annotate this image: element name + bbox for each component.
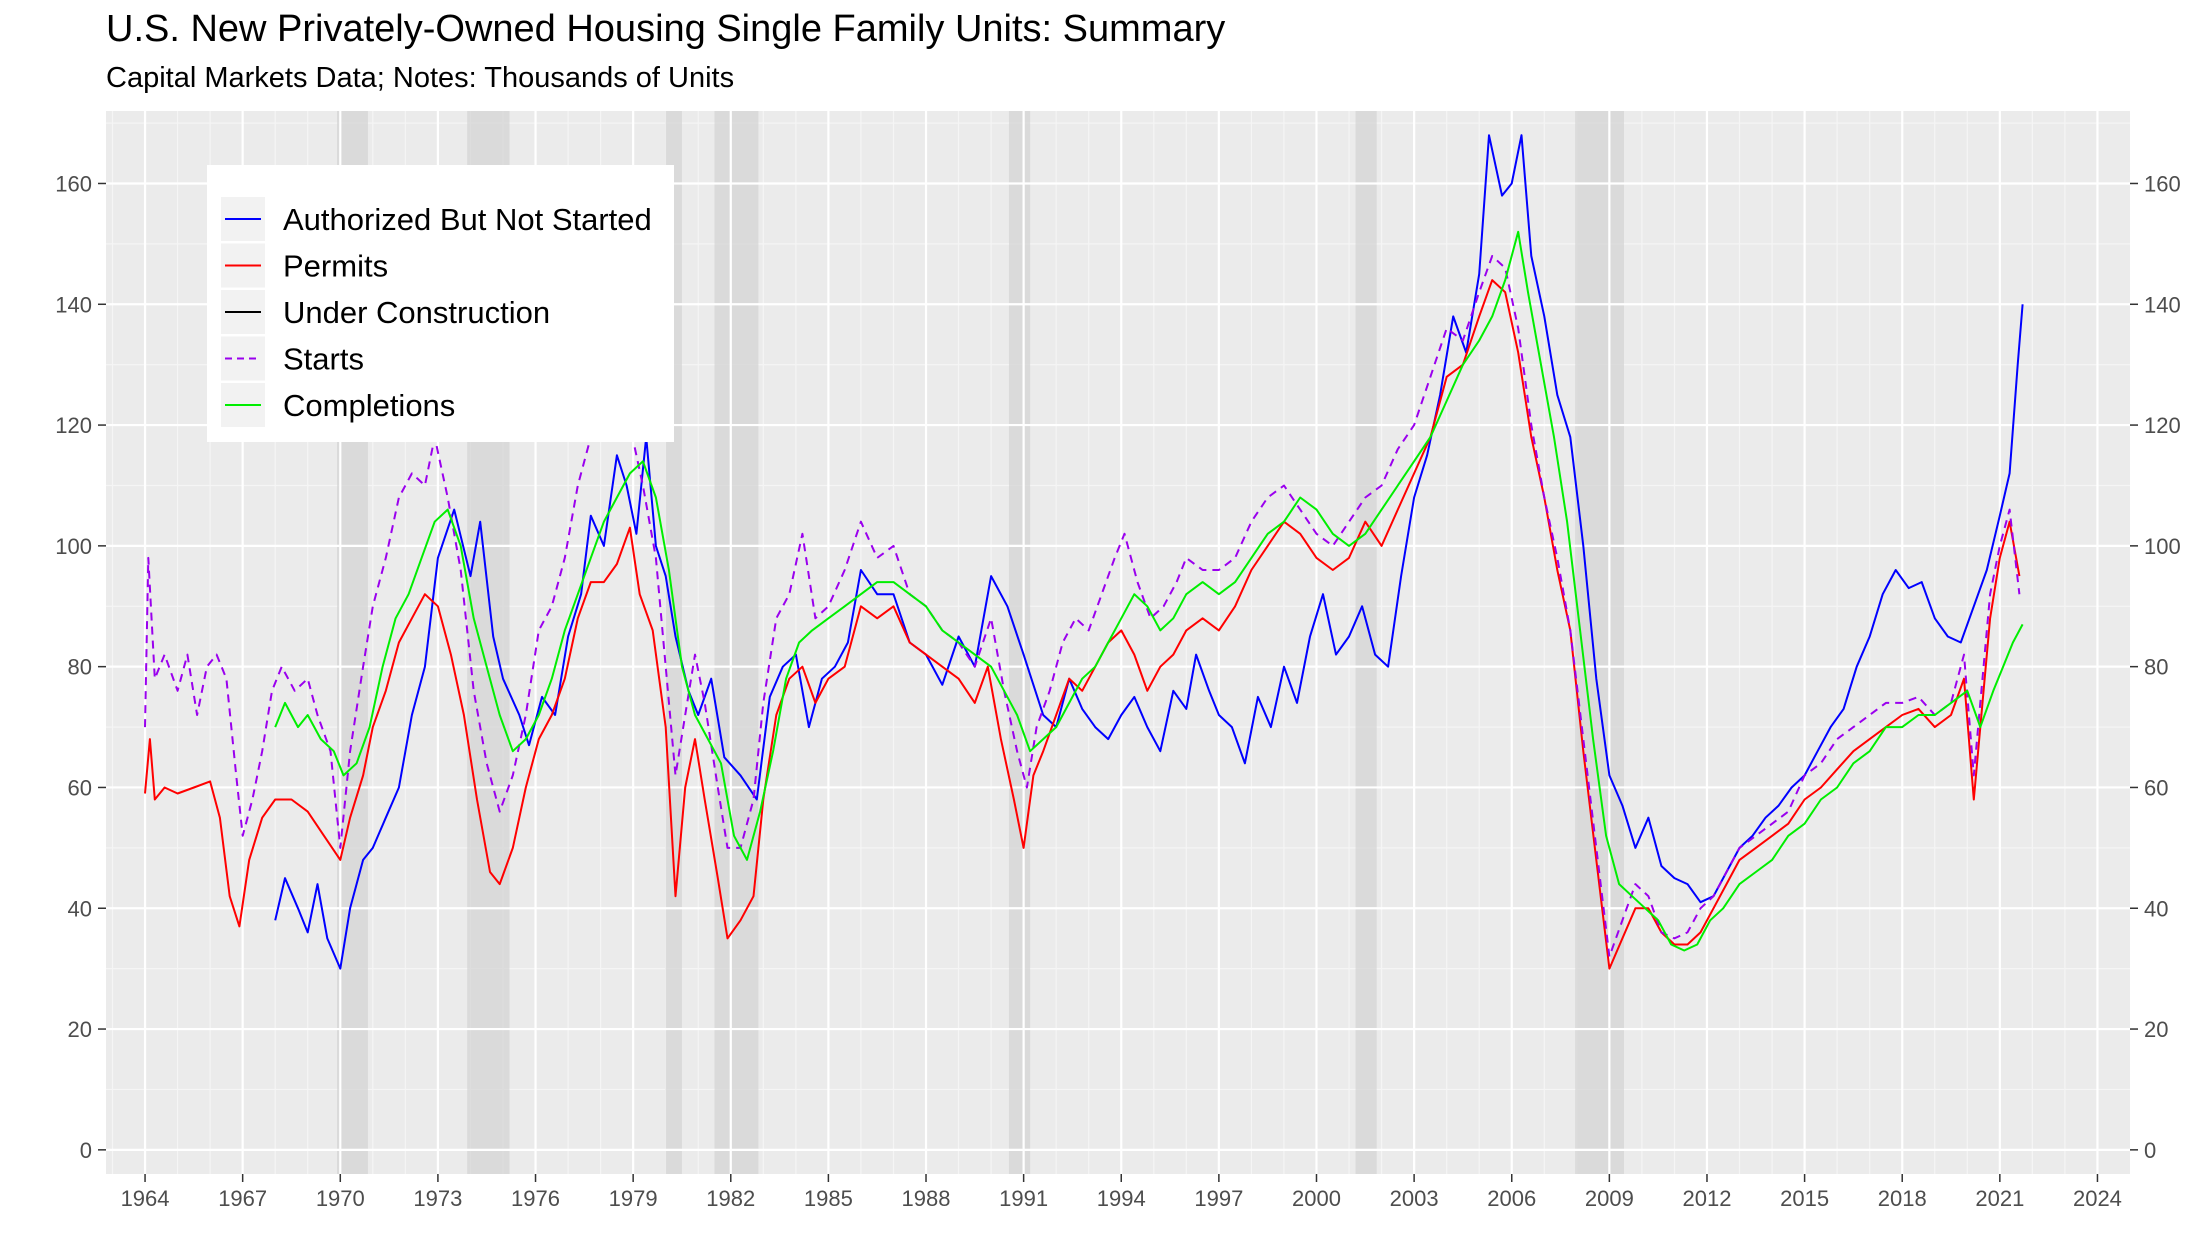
x-tick-label: 1967 bbox=[218, 1186, 267, 1211]
x-tick-label: 1982 bbox=[706, 1186, 755, 1211]
y-tick-label: 160 bbox=[55, 171, 92, 196]
y-axis-right: 0 20 40 60 80 100 120 140 160 bbox=[2130, 171, 2181, 1163]
y-right-tick-label: 60 bbox=[2144, 775, 2168, 800]
chart-subtitle: Capital Markets Data; Notes: Thousands o… bbox=[106, 62, 735, 94]
x-tick-label: 2009 bbox=[1585, 1186, 1634, 1211]
legend-label: Starts bbox=[283, 342, 364, 377]
y-right-tick-label: 0 bbox=[2144, 1138, 2156, 1163]
y-right-tick-label: 140 bbox=[2144, 292, 2181, 317]
x-tick-label: 2003 bbox=[1390, 1186, 1439, 1211]
x-tick-label: 2021 bbox=[1975, 1186, 2024, 1211]
y-tick-label: 60 bbox=[68, 775, 92, 800]
legend-label: Authorized But Not Started bbox=[283, 202, 652, 237]
legend-label: Under Construction bbox=[283, 295, 550, 330]
x-tick-label: 2000 bbox=[1292, 1186, 1341, 1211]
y-right-tick-label: 40 bbox=[2144, 896, 2168, 921]
series-line-completions bbox=[274, 230, 2024, 952]
legend-label: Completions bbox=[283, 388, 455, 423]
chart-title: U.S. New Privately-Owned Housing Single … bbox=[106, 8, 1226, 50]
recession-band bbox=[714, 111, 759, 1174]
x-tick-label: 2015 bbox=[1780, 1186, 1829, 1211]
series-line-starts bbox=[144, 255, 2021, 958]
x-tick-label: 1979 bbox=[609, 1186, 658, 1211]
x-tick-label: 1991 bbox=[999, 1186, 1048, 1211]
x-tick-label: 1985 bbox=[804, 1186, 853, 1211]
minor-grid bbox=[106, 111, 2130, 1174]
legend-box bbox=[207, 165, 674, 442]
y-right-tick-label: 120 bbox=[2144, 413, 2181, 438]
series-line-permits bbox=[144, 279, 2021, 970]
x-tick-label: 1964 bbox=[121, 1186, 170, 1211]
y-tick-label: 0 bbox=[80, 1138, 92, 1163]
y-tick-label: 120 bbox=[55, 413, 92, 438]
y-right-tick-label: 160 bbox=[2144, 171, 2181, 196]
x-tick-label: 2006 bbox=[1487, 1186, 1536, 1211]
legend: Authorized But Not Started Permits Under C… bbox=[207, 165, 674, 442]
x-tick-label: 1970 bbox=[316, 1186, 365, 1211]
y-right-tick-label: 80 bbox=[2144, 655, 2168, 680]
y-tick-label: 20 bbox=[68, 1017, 92, 1042]
y-right-tick-label: 100 bbox=[2144, 534, 2181, 559]
x-axis: 1964 1967 1970 1973 1976 1979 1982 1985 1988 1991… bbox=[121, 1174, 2122, 1211]
x-tick-label: 1994 bbox=[1097, 1186, 1146, 1211]
x-tick-label: 2012 bbox=[1683, 1186, 1732, 1211]
y-right-tick-label: 20 bbox=[2144, 1017, 2168, 1042]
y-tick-label: 100 bbox=[55, 534, 92, 559]
y-tick-label: 140 bbox=[55, 292, 92, 317]
x-tick-label: 2018 bbox=[1878, 1186, 1927, 1211]
series-lines bbox=[144, 134, 2024, 970]
y-axis-left: 0 20 40 60 80 100 120 140 160 bbox=[55, 171, 106, 1163]
x-tick-label: 1988 bbox=[902, 1186, 951, 1211]
x-tick-label: 1997 bbox=[1194, 1186, 1243, 1211]
recession-band bbox=[1355, 111, 1377, 1174]
x-tick-label: 2024 bbox=[2073, 1186, 2122, 1211]
legend-label: Permits bbox=[283, 249, 388, 284]
x-tick-label: 1973 bbox=[413, 1186, 462, 1211]
x-tick-label: 1976 bbox=[511, 1186, 560, 1211]
recession-band bbox=[1575, 111, 1624, 1174]
y-tick-label: 80 bbox=[68, 655, 92, 680]
y-tick-label: 40 bbox=[68, 896, 92, 921]
